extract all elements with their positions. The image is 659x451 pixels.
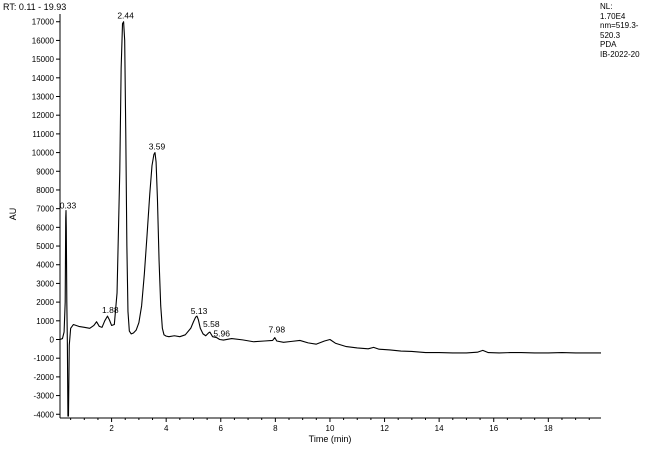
- peak-label: 5.96: [213, 328, 230, 338]
- y-tick-label: 16000: [32, 36, 55, 45]
- x-tick-label: 10: [326, 424, 335, 433]
- peak-label: 7.98: [269, 325, 286, 335]
- peak-label: 5.58: [203, 319, 220, 329]
- rt-range-label: RT: 0.11 - 19.93: [3, 2, 67, 12]
- y-tick-label: 1000: [36, 317, 54, 326]
- y-tick-label: 9000: [36, 167, 54, 176]
- y-tick-label: 0: [50, 335, 55, 344]
- chromatogram-trace: [59, 21, 601, 417]
- info-line: NL:: [600, 2, 613, 11]
- peak-label: 0.33: [60, 200, 77, 210]
- info-block: NL: 1.70E4 nm=519.3- 520.3 PDA IB-2022-2…: [600, 2, 640, 59]
- y-tick-label: 7000: [36, 205, 54, 214]
- x-tick-label: 6: [219, 424, 224, 433]
- info-line: IB-2022-20: [600, 49, 640, 59]
- y-tick-label: 3000: [36, 279, 54, 288]
- info-line: 520.3: [600, 30, 621, 40]
- x-tick-label: 14: [435, 424, 444, 433]
- peak-label: 5.13: [191, 306, 208, 316]
- y-tick-label: -3000: [34, 392, 55, 401]
- y-tick-label: 2000: [36, 298, 54, 307]
- info-line: PDA: [600, 40, 617, 49]
- y-tick-label: 8000: [36, 186, 54, 195]
- x-tick-label: 8: [273, 424, 278, 433]
- peak-label: 3.59: [149, 142, 166, 152]
- y-axis-label: AU: [8, 208, 18, 221]
- y-tick-label: -4000: [34, 410, 55, 419]
- x-tick-label: 2: [109, 424, 114, 433]
- x-axis: 2 4 6 8 10 12 14 16 18: [60, 417, 601, 433]
- y-tick-label: 11000: [32, 130, 54, 139]
- y-axis: -4000 -3000 -2000 -1000 0 1000 2000 3000 4000 500…: [32, 14, 61, 419]
- y-tick-label: -2000: [34, 373, 55, 382]
- x-axis-label: Time (min): [309, 434, 352, 444]
- series-group: [59, 21, 601, 417]
- x-tick-label: 12: [380, 424, 389, 433]
- info-line: 1.70E4: [600, 11, 626, 21]
- y-tick-label: 15000: [32, 55, 55, 64]
- peak-label: 1.88: [102, 305, 119, 315]
- x-tick-label: 16: [489, 424, 498, 433]
- y-tick-label: -1000: [34, 354, 55, 363]
- y-tick-label: 10000: [32, 149, 55, 158]
- y-tick-label: 17000: [32, 18, 55, 27]
- x-tick-label: 4: [164, 424, 169, 433]
- info-line: nm=519.3-: [600, 21, 639, 30]
- y-tick-label: 12000: [32, 111, 55, 120]
- x-tick-label: 18: [544, 424, 553, 433]
- y-tick-label: 14000: [32, 74, 55, 83]
- y-axis-label-text: AU: [8, 208, 18, 221]
- y-tick-label: 4000: [36, 261, 54, 270]
- peak-label: 2.44: [117, 11, 134, 21]
- y-tick-label: 6000: [36, 223, 54, 232]
- y-tick-label: 5000: [36, 242, 54, 251]
- y-tick-label: 13000: [32, 93, 55, 102]
- peak-labels: 0.33 1.88 2.44 3.59 5.13 5.585.96 7.98: [60, 11, 286, 339]
